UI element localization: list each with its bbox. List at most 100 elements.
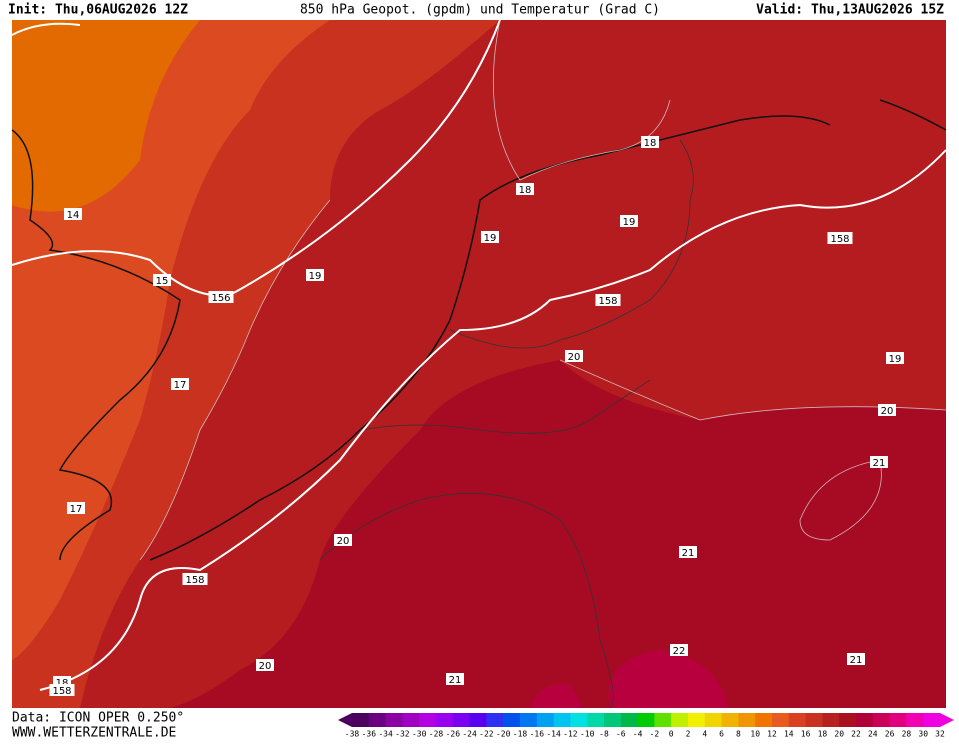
temp-23: [608, 650, 728, 708]
contour-label: 20: [259, 661, 272, 672]
legend-swatch: [368, 713, 387, 727]
legend-label: 22: [851, 730, 861, 739]
contour-label-box: [565, 350, 583, 362]
legend-label: -20: [496, 730, 511, 739]
contour-label: 20: [881, 406, 894, 417]
contour-label: 14: [67, 210, 80, 221]
legend-label: -24: [462, 730, 477, 739]
contour-label: 18: [644, 138, 657, 149]
legend-label: 14: [784, 730, 794, 739]
legend-swatch: [419, 713, 437, 727]
legend-swatch: [772, 713, 790, 727]
contour-label-box: [886, 352, 904, 364]
valid-time: Valid: Thu,13AUG2026 15Z: [756, 3, 944, 18]
legend-swatch: [553, 713, 571, 727]
legend-label: 0: [669, 730, 674, 739]
legend-swatch: [486, 713, 504, 727]
legend-swatch: [637, 713, 655, 727]
legend-swatch: [839, 713, 857, 727]
contour-label: 19: [484, 233, 497, 244]
legend-label: 28: [902, 730, 912, 739]
coastlines: [11, 99, 947, 561]
legend-swatch: [620, 713, 639, 727]
legend-label: -14: [546, 730, 561, 739]
contour-label-box: [878, 404, 896, 416]
legend-label: -4: [633, 730, 643, 739]
contour-label-box: [641, 136, 659, 148]
legend-label: -38: [345, 730, 360, 739]
legend-label: 26: [885, 730, 895, 739]
init-time: Init: Thu,06AUG2026 12Z: [8, 3, 188, 18]
legend-swatch: [352, 713, 370, 727]
contour-label-box: [64, 208, 82, 220]
temp-19b: [668, 38, 882, 340]
legend-label: 2: [686, 730, 691, 739]
legend-label: -30: [412, 730, 427, 739]
legend-label: 16: [801, 730, 811, 739]
legend-label: 4: [702, 730, 707, 739]
legend-label: -6: [616, 730, 626, 739]
contour-label-box: [306, 269, 324, 281]
contour-label: 18: [519, 185, 532, 196]
legend-label: 6: [719, 730, 724, 739]
legend-swatch: [721, 713, 739, 727]
contour-label: 21: [850, 655, 863, 666]
legend-label: -16: [530, 730, 545, 739]
contour-label-box: [446, 673, 464, 685]
legend-swatch: [872, 713, 891, 727]
contour-label: 21: [873, 458, 886, 469]
contour-label-box: [620, 215, 638, 227]
contour-label: 17: [174, 380, 187, 391]
contour-label-box: [208, 291, 234, 303]
legend-swatch: [822, 713, 840, 727]
contour-label: 158: [830, 234, 849, 245]
legend-label: -36: [362, 730, 377, 739]
site-name: WWW.WETTERZENTRALE.DE: [12, 726, 176, 741]
legend-swatch: [805, 713, 823, 727]
borders: [319, 139, 694, 709]
contour-label-box: [595, 294, 621, 306]
legend-label: 10: [750, 730, 760, 739]
contour-label-box: [679, 546, 697, 558]
legend-swatch: [688, 713, 706, 727]
legend-label: -18: [513, 730, 528, 739]
legend-swatch: [469, 713, 487, 727]
legend-label: -32: [395, 730, 410, 739]
contour-label: 19: [889, 354, 902, 365]
legend-swatch: [906, 713, 924, 727]
contour-label-box: [670, 644, 688, 656]
contour-label: 19: [623, 217, 636, 228]
legend-swatch: [755, 713, 773, 727]
contour-label-box: [256, 659, 274, 671]
contour-label-box: [153, 274, 171, 286]
legend-swatch: [856, 713, 874, 727]
contour-label-box: [171, 378, 189, 390]
contour-label-box: [481, 231, 499, 243]
legend-swatch: [402, 713, 420, 727]
contour-label: 156: [211, 293, 230, 304]
contour-label-box: [847, 653, 865, 665]
contour-label: 21: [449, 675, 462, 686]
contour-label: 158: [52, 686, 71, 697]
data-source: Data: ICON OPER 0.250°: [12, 711, 184, 726]
legend-label: 12: [767, 730, 777, 739]
legend-label: -22: [479, 730, 494, 739]
legend-arrow-left: [338, 713, 352, 727]
contour-label: 158: [598, 296, 617, 307]
contour-label: 18: [56, 678, 69, 689]
legend-label: -28: [429, 730, 444, 739]
legend-swatch: [452, 713, 471, 727]
legend-label: -12: [563, 730, 578, 739]
temp-13: [12, 20, 200, 212]
contour-label: 20: [337, 536, 350, 547]
contour-label-box: [182, 573, 208, 585]
legend-swatch: [654, 713, 672, 727]
temp-23b: [530, 684, 582, 708]
legend-swatch: [889, 713, 907, 727]
contour-label: 17: [70, 504, 83, 515]
legend-label: -34: [378, 730, 393, 739]
legend-swatch: [671, 713, 689, 727]
legend-label: -26: [446, 730, 461, 739]
contour-label: 21: [682, 548, 695, 559]
